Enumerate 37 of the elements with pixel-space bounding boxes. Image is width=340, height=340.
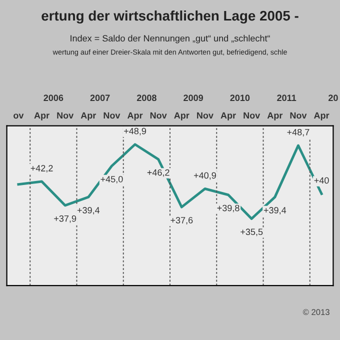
data-label: +37,9 <box>54 215 76 223</box>
x-tick-label: Apr <box>34 112 50 120</box>
text: 2007 <box>90 94 110 102</box>
chart-subtitle: Index = Saldo der Nennungen „gut“ und „schlecht“ <box>70 34 270 44</box>
x-tick-label: Nov <box>244 112 260 119</box>
data-label: +40,9 <box>194 172 216 180</box>
data-label: +48,7 <box>287 128 310 136</box>
x-tick-label: Apr <box>80 112 96 120</box>
text: 20 <box>328 94 338 102</box>
text: 2010 <box>230 94 250 102</box>
x-tick-label: Nov <box>57 112 74 119</box>
x-tick-label: Nov <box>150 112 167 119</box>
text: 2011 <box>277 94 296 102</box>
data-label: +39,4 <box>77 207 100 214</box>
x-tick-label: Nov <box>104 112 120 119</box>
data-label: +48,9 <box>124 128 146 136</box>
text: 2006 <box>44 94 64 102</box>
x-tick-label: Nov <box>290 112 307 119</box>
data-label: +35,5 <box>240 228 263 236</box>
text: © 2013 <box>302 309 330 316</box>
text: 2009 <box>184 94 204 102</box>
x-tick-label: ov <box>14 114 24 119</box>
x-tick-label: Apr <box>314 112 330 120</box>
text: 2008 <box>136 94 156 102</box>
x-tick-label: Apr <box>174 112 190 120</box>
x-tick-label: Nov <box>197 112 214 119</box>
x-tick-label: Apr <box>220 112 236 120</box>
chart-title: ertung der wirtschaftlichen Lage 2005 - <box>42 10 298 24</box>
data-label: +39,4 <box>264 207 286 214</box>
x-tick-label: Apr <box>267 112 283 120</box>
data-label: +45,0 <box>100 176 123 184</box>
data-label: +42,2 <box>30 165 53 172</box>
data-label: +39,8 <box>217 204 240 212</box>
data-label: +46,2 <box>147 169 170 177</box>
x-tick-label: Apr <box>127 112 143 120</box>
data-label: +37,6 <box>170 217 193 224</box>
data-label: +40 <box>314 177 329 184</box>
